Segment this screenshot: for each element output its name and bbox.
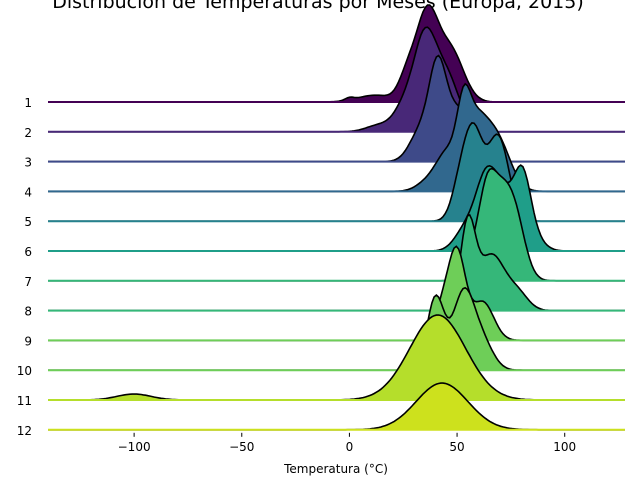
x-axis: −100 −50 0 50 100 [118,432,576,454]
ridge-outline-3 [48,54,625,163]
x-tick-label: 0 [346,440,354,454]
ridge-outline-2 [48,26,625,133]
y-tick-label-1: 1 [24,96,32,110]
ridge-outline-12 [48,382,625,431]
ridge-outline-5 [48,122,625,222]
ridge-fill-10 [48,287,625,371]
ridge-outline-11 [48,314,625,401]
ridge-outline-7 [48,167,625,282]
ridge-outline-4 [48,82,625,193]
ridge-outline-1 [48,4,625,103]
ridge-fill-5 [48,122,625,222]
y-tick-label-5: 5 [24,215,32,229]
y-tick-label-6: 6 [24,245,32,259]
ridge-fill-7 [48,168,625,281]
y-tick-label-3: 3 [24,156,32,170]
ridge-outline-10 [48,286,625,371]
y-tick-label-12: 12 [17,424,32,438]
ridge-fill-6 [48,165,625,251]
y-tick-label-2: 2 [24,126,32,140]
ridge-outline-9 [48,245,625,342]
ridge-fill-11 [48,315,625,400]
ridges-group [48,4,625,431]
ridge-fill-1 [48,5,625,102]
y-tick-label-8: 8 [24,305,32,319]
y-tick-label-9: 9 [24,334,32,348]
y-tick-label-11: 11 [17,394,32,408]
x-axis-label: Temperatura (°C) [283,462,388,476]
ridge-fill-4 [48,83,625,192]
ridge-fill-12 [48,383,625,430]
ridge-fill-9 [48,246,625,341]
x-tick-label: −50 [229,440,254,454]
y-tick-label-7: 7 [24,275,32,289]
chart-title: Distribución de Temperaturas por Meses (… [52,0,584,13]
y-tick-label-4: 4 [24,185,32,199]
y-tick-label-10: 10 [17,364,32,378]
ridge-fill-2 [48,27,625,132]
x-tick-label: 100 [553,440,576,454]
ridge-fill-8 [48,214,625,311]
ridge-fill-3 [48,55,625,162]
x-tick-label: 50 [449,440,464,454]
x-tick-label: −100 [118,440,151,454]
